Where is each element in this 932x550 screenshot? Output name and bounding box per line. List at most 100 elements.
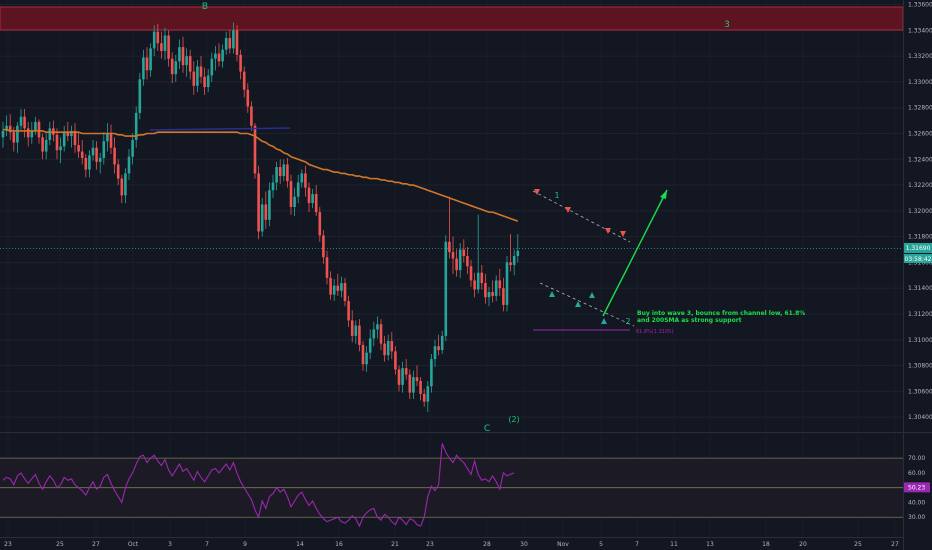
candle bbox=[383, 335, 386, 362]
time-axis[interactable]: 23 25 27 Oct 3 7 9 14 16 21 23 28 30 Nov 5 7 11 13 18 20 25 2… bbox=[4, 541, 899, 548]
candle-body bbox=[253, 125, 257, 174]
rsi-axis[interactable]: 70.00 60.00 50.23 40.00 30.00 bbox=[904, 455, 930, 521]
candle bbox=[214, 45, 217, 71]
candle bbox=[257, 165, 260, 240]
candle-body bbox=[163, 35, 167, 51]
time-tick-label: 3 bbox=[168, 541, 172, 548]
candle-body bbox=[448, 241, 451, 253]
candle bbox=[1, 121, 5, 148]
candle-body bbox=[30, 130, 34, 138]
candle-body bbox=[210, 58, 214, 76]
candle bbox=[340, 276, 343, 298]
candle bbox=[16, 121, 19, 153]
candle bbox=[98, 152, 102, 174]
candle-body bbox=[37, 121, 41, 138]
candle bbox=[426, 381, 430, 412]
candle-body bbox=[116, 164, 120, 179]
candle bbox=[250, 101, 253, 131]
candle-body bbox=[70, 130, 73, 137]
candle-body bbox=[347, 301, 350, 321]
candle-body bbox=[469, 266, 473, 281]
sma-200-line bbox=[3, 128, 519, 222]
candle-body bbox=[214, 53, 217, 59]
time-tick-label: 11 bbox=[670, 541, 678, 548]
price-tick-label: 1.31000 bbox=[908, 337, 932, 344]
candle-body bbox=[5, 125, 8, 131]
candle-body bbox=[376, 324, 379, 330]
candle bbox=[365, 346, 368, 372]
candle-body bbox=[23, 116, 26, 129]
candle bbox=[5, 115, 8, 137]
time-tick-label: 18 bbox=[762, 541, 770, 548]
candle bbox=[286, 157, 289, 188]
candle-body bbox=[250, 106, 253, 126]
candle bbox=[95, 141, 98, 170]
candle-body bbox=[404, 368, 408, 375]
price-tick-label: 1.33200 bbox=[908, 53, 932, 60]
candle bbox=[138, 72, 142, 120]
candle-body bbox=[368, 338, 372, 353]
candle bbox=[408, 369, 412, 400]
candle-body bbox=[512, 255, 516, 265]
candle-body bbox=[473, 280, 476, 290]
time-tick-label: 23 bbox=[426, 541, 434, 548]
candle-body bbox=[408, 374, 412, 393]
candle-body bbox=[88, 155, 91, 170]
candle bbox=[444, 235, 448, 342]
time-tick-label: 27 bbox=[92, 541, 100, 548]
candle-body bbox=[196, 66, 199, 86]
candle bbox=[41, 133, 44, 160]
candle-body bbox=[109, 133, 113, 148]
candle bbox=[304, 165, 307, 197]
candle bbox=[88, 150, 91, 178]
candle bbox=[361, 341, 365, 371]
candle-body bbox=[16, 125, 19, 143]
buy-arrow bbox=[549, 291, 555, 297]
candle bbox=[167, 30, 170, 67]
time-tick-label: 28 bbox=[483, 541, 491, 548]
projection-arrow-line bbox=[602, 189, 668, 317]
resistance-zone bbox=[0, 6, 904, 31]
candle-body bbox=[311, 194, 314, 204]
price-tick-label: 1.33600 bbox=[908, 2, 932, 9]
candle-body bbox=[257, 173, 260, 232]
candle-body bbox=[340, 283, 343, 291]
candle-body bbox=[66, 132, 70, 137]
time-tick-label: 7 bbox=[205, 541, 209, 548]
candle-body bbox=[466, 255, 469, 267]
time-tick-label: 27 bbox=[891, 541, 899, 548]
candle-body bbox=[167, 35, 170, 59]
candle-body bbox=[437, 346, 440, 351]
candle-body bbox=[138, 79, 142, 113]
candle-body bbox=[509, 262, 512, 265]
candle bbox=[394, 346, 397, 375]
candle-body bbox=[246, 89, 250, 107]
candle bbox=[48, 121, 52, 146]
candle bbox=[437, 334, 440, 356]
candle bbox=[440, 330, 444, 354]
candle bbox=[124, 168, 127, 204]
candle bbox=[322, 230, 325, 264]
candle bbox=[73, 123, 77, 153]
candle-body bbox=[8, 125, 12, 133]
time-tick-label: 16 bbox=[335, 541, 343, 548]
candle-body bbox=[188, 56, 192, 72]
candle-body bbox=[300, 173, 304, 183]
candle bbox=[26, 121, 30, 147]
candle-body bbox=[235, 30, 239, 55]
candle-body bbox=[484, 283, 487, 298]
fib-label: 61.8%(1.3105) bbox=[636, 329, 673, 335]
candle-body bbox=[455, 258, 458, 271]
candle-body bbox=[491, 292, 494, 296]
candle-body bbox=[41, 137, 44, 152]
candle-body bbox=[181, 47, 185, 66]
candle bbox=[505, 255, 509, 312]
candle bbox=[206, 69, 210, 93]
candle-body bbox=[134, 112, 138, 140]
candle bbox=[199, 56, 203, 84]
time-tick-label: 14 bbox=[296, 541, 304, 548]
candle-body bbox=[206, 75, 210, 88]
candle-body bbox=[505, 262, 509, 305]
